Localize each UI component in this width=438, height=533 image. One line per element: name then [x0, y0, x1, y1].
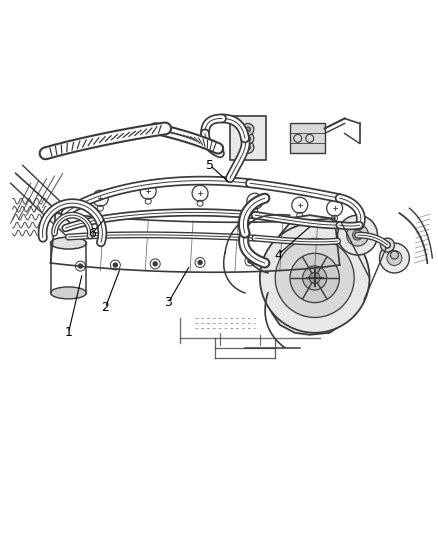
Text: 1: 1: [64, 326, 72, 340]
Text: 3: 3: [164, 296, 172, 309]
Circle shape: [245, 127, 251, 132]
Circle shape: [245, 136, 251, 141]
Circle shape: [78, 264, 82, 268]
Text: 6: 6: [88, 227, 96, 240]
Circle shape: [346, 224, 368, 246]
Circle shape: [248, 259, 252, 263]
Circle shape: [338, 215, 378, 255]
Text: 2: 2: [102, 301, 110, 314]
Circle shape: [153, 262, 157, 266]
Circle shape: [318, 257, 321, 261]
Circle shape: [245, 145, 251, 150]
Circle shape: [242, 141, 254, 154]
Text: 4: 4: [274, 248, 282, 262]
Circle shape: [275, 238, 354, 318]
Circle shape: [113, 263, 117, 267]
Circle shape: [309, 272, 320, 284]
Ellipse shape: [50, 287, 86, 299]
Circle shape: [198, 261, 202, 264]
Circle shape: [381, 238, 395, 252]
Circle shape: [387, 251, 402, 265]
FancyBboxPatch shape: [290, 124, 325, 154]
Circle shape: [288, 258, 292, 262]
Circle shape: [303, 266, 327, 290]
Circle shape: [385, 242, 390, 248]
Ellipse shape: [50, 237, 86, 249]
Circle shape: [290, 253, 339, 303]
Text: 5: 5: [206, 159, 214, 172]
FancyBboxPatch shape: [230, 117, 266, 160]
Circle shape: [353, 230, 363, 240]
Circle shape: [379, 243, 410, 273]
Polygon shape: [268, 215, 360, 335]
Circle shape: [260, 223, 370, 333]
Circle shape: [242, 132, 254, 144]
Circle shape: [242, 124, 254, 135]
